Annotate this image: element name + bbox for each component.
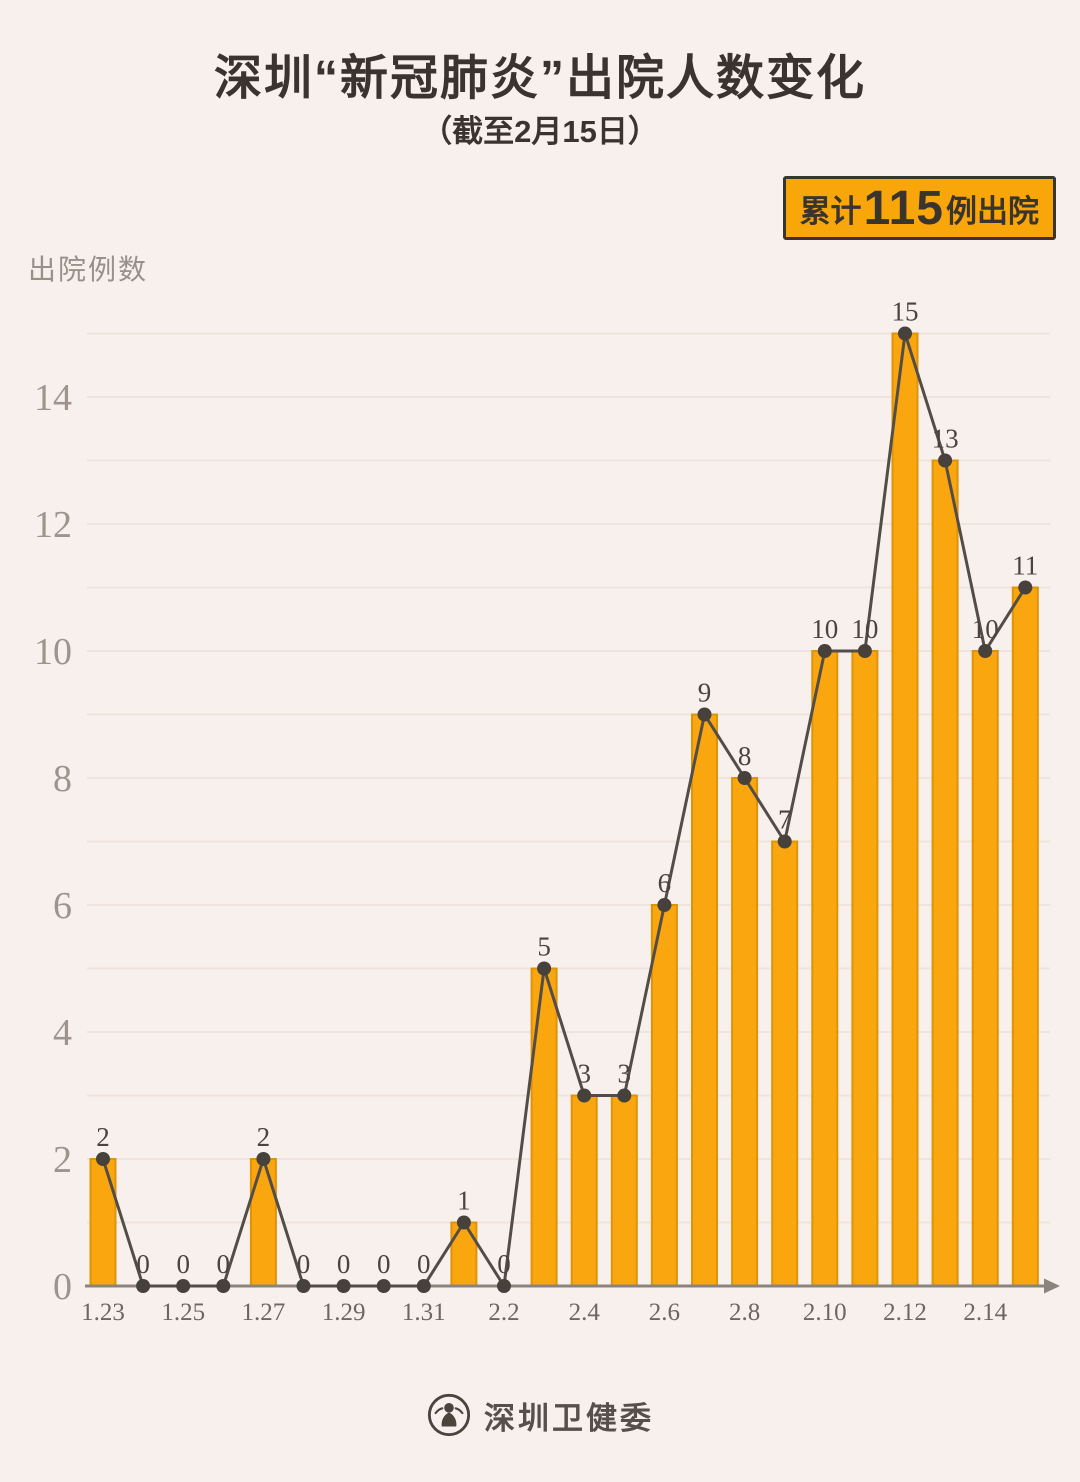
chart-bar bbox=[650, 904, 678, 1287]
chart-data-label: 11 bbox=[1012, 551, 1038, 581]
chart-bar bbox=[731, 777, 759, 1287]
page-subtitle: （截至2月15日） bbox=[421, 114, 659, 149]
cumulative-total-badge: 累计 115 例出院 bbox=[782, 176, 1056, 240]
chart-marker bbox=[497, 1279, 511, 1293]
chart-bar bbox=[771, 840, 799, 1287]
chart-marker bbox=[96, 1152, 110, 1166]
chart-data-label: 10 bbox=[811, 614, 838, 644]
chart-marker bbox=[176, 1279, 191, 1293]
chart-bar bbox=[811, 650, 839, 1287]
page-title: 深圳“新冠肺炎”出院人数变化 bbox=[213, 52, 866, 105]
chart-y-tick-label: 8 bbox=[53, 758, 72, 800]
chart-data-label: 2 bbox=[257, 1122, 271, 1152]
chart-x-tick-label: 2.6 bbox=[649, 1299, 680, 1326]
chart-x-tick-label: 1.23 bbox=[81, 1299, 125, 1326]
chart-y-tick-label: 0 bbox=[53, 1266, 72, 1308]
chart-line bbox=[101, 333, 1027, 1291]
footer-org-name: 深圳卫健委 bbox=[484, 1400, 654, 1436]
chart-data-label: 3 bbox=[618, 1059, 632, 1089]
chart-bar bbox=[530, 967, 558, 1287]
szhc-person-emblem-icon bbox=[427, 1393, 471, 1437]
chart-bar bbox=[691, 713, 718, 1287]
chart-data-label: 0 bbox=[497, 1249, 511, 1279]
chart-data-label: 0 bbox=[176, 1249, 190, 1279]
chart-data-label: 0 bbox=[136, 1249, 150, 1279]
chart-y-tick-label: 6 bbox=[53, 885, 72, 927]
chart-x-tick-label: 1.29 bbox=[322, 1299, 366, 1326]
chart-bar bbox=[89, 1158, 117, 1287]
chart-marker bbox=[938, 453, 953, 468]
chart-x-tick-label: 2.2 bbox=[488, 1299, 519, 1326]
chart-data-label: 0 bbox=[297, 1249, 311, 1279]
chart-data-label: 0 bbox=[217, 1249, 231, 1279]
chart-marker bbox=[216, 1279, 231, 1293]
chart-y-tick-label: 4 bbox=[53, 1012, 72, 1054]
chart-bar bbox=[931, 459, 959, 1287]
chart-data-label: 2 bbox=[96, 1122, 110, 1152]
chart-data-label: 6 bbox=[658, 868, 672, 898]
chart-bar bbox=[570, 1094, 598, 1287]
chart-marker bbox=[416, 1279, 431, 1293]
chart-marker bbox=[898, 326, 912, 341]
chart-y-tick-label: 14 bbox=[34, 377, 72, 419]
chart-data-label: 13 bbox=[932, 424, 959, 454]
chart-y-tick-label: 10 bbox=[34, 631, 72, 673]
chart-data-label: 7 bbox=[778, 805, 792, 835]
chart-marker bbox=[296, 1279, 311, 1293]
chart-data-label: 10 bbox=[972, 614, 999, 644]
chart-bar bbox=[249, 1158, 277, 1287]
chart-marker bbox=[857, 644, 872, 658]
chart-x-tick-label: 2.14 bbox=[963, 1299, 1007, 1326]
chart-x-tick-label: 1.31 bbox=[402, 1299, 446, 1326]
badge-suffix: 例出院 bbox=[946, 193, 1039, 229]
chart-marker bbox=[657, 898, 672, 912]
chart-x-tick-label: 2.8 bbox=[729, 1299, 760, 1326]
chart-marker bbox=[737, 771, 752, 785]
chart-x-tick-label: 2.12 bbox=[883, 1299, 927, 1326]
chart-marker bbox=[978, 644, 993, 658]
chart-marker bbox=[136, 1279, 151, 1293]
footer: 深圳卫健委 bbox=[0, 1392, 1080, 1438]
chart-y-tick-label: 12 bbox=[34, 504, 72, 546]
chart-data-label: 0 bbox=[377, 1249, 391, 1279]
chart-marker bbox=[376, 1279, 391, 1293]
chart-bar bbox=[610, 1094, 638, 1287]
chart-x-tick-label: 1.27 bbox=[242, 1299, 286, 1326]
chart-data-label: 9 bbox=[698, 678, 712, 708]
chart-bar bbox=[450, 1221, 478, 1287]
chart-marker bbox=[577, 1088, 592, 1103]
chart-marker bbox=[256, 1152, 271, 1166]
chart-axis-arrow-icon bbox=[1044, 1278, 1060, 1294]
chart-marker bbox=[697, 707, 712, 722]
chart-marker bbox=[336, 1279, 351, 1293]
chart-x-tick-label: 2.10 bbox=[803, 1299, 847, 1326]
chart-bar bbox=[1011, 586, 1039, 1287]
chart-y-tick-label: 2 bbox=[53, 1139, 72, 1181]
chart-data-label: 15 bbox=[892, 297, 919, 327]
badge-count: 115 bbox=[863, 181, 944, 235]
chart-bar bbox=[891, 332, 919, 1287]
chart-data-label: 8 bbox=[738, 741, 752, 771]
chart-data-label: 3 bbox=[577, 1059, 591, 1089]
chart-marker bbox=[817, 644, 832, 658]
chart-data-label: 0 bbox=[417, 1249, 431, 1279]
chart-x-tick-label: 1.25 bbox=[161, 1299, 205, 1326]
chart-marker bbox=[537, 961, 552, 976]
chart-x-tick-label: 2.4 bbox=[569, 1299, 601, 1326]
chart-bar bbox=[851, 650, 879, 1287]
chart-marker bbox=[617, 1088, 632, 1103]
chart-data-label: 10 bbox=[851, 614, 878, 644]
badge-prefix: 累计 bbox=[799, 193, 862, 229]
chart-data-label: 5 bbox=[537, 932, 551, 962]
chart-data-label: 0 bbox=[337, 1249, 351, 1279]
chart-marker bbox=[1018, 580, 1033, 595]
y-axis-title: 出院例数 bbox=[28, 254, 149, 285]
chart-bar bbox=[971, 650, 999, 1287]
chart-marker bbox=[777, 834, 792, 849]
chart-marker bbox=[456, 1215, 471, 1230]
chart-data-label: 1 bbox=[457, 1186, 471, 1216]
